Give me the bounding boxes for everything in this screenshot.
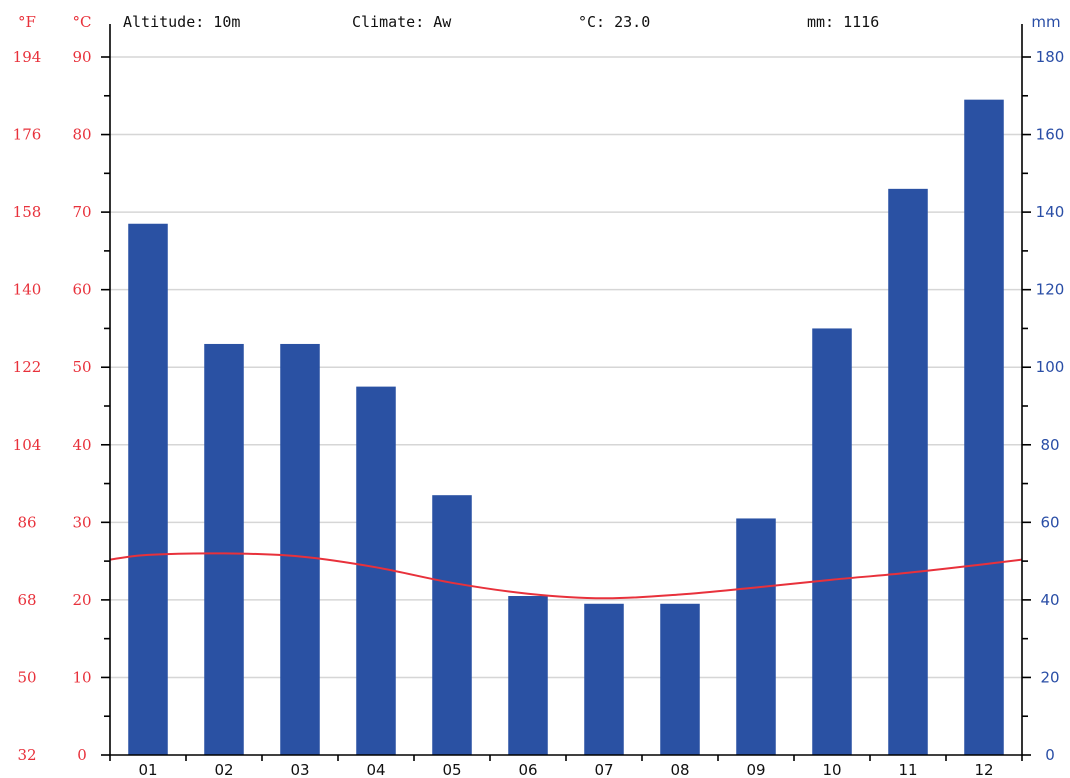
temperature-line [109,552,1023,600]
precipitation-bar [812,328,852,755]
fahrenheit-tick-label: 50 [17,668,36,686]
precipitation-bar [964,99,1004,755]
month-label: 07 [594,761,613,778]
precipitation-bar [584,603,624,755]
mean-temperature-label: °C: 23.0 [578,13,650,31]
fahrenheit-tick-label: 32 [17,746,36,764]
tick-marks [101,56,1031,761]
celsius-tick-label: 60 [72,281,91,299]
precipitation-bar [508,596,548,755]
precipitation-bar [736,518,776,755]
fahrenheit-tick-label: 194 [13,48,42,66]
precip-unit-label: mm [1031,13,1060,31]
mm-tick-label: 120 [1036,281,1065,299]
mm-tick-label: 100 [1036,358,1065,376]
celsius-tick-label: 0 [77,746,87,764]
fahrenheit-unit-label: °F [18,13,36,31]
mm-tick-label: 20 [1040,668,1059,686]
annual-precipitation-label: mm: 1116 [807,13,879,31]
precipitation-bar [660,603,700,755]
gridlines [110,56,1022,679]
fahrenheit-tick-label: 140 [13,281,42,299]
celsius-tick-label: 70 [72,203,91,221]
mm-tick-label: 180 [1036,48,1065,66]
celsius-tick-label: 90 [72,48,91,66]
climate-label: Climate: Aw [352,13,452,31]
mm-tick-label: 140 [1036,203,1065,221]
temperature-line-group [109,552,1023,600]
precipitation-bar [280,343,320,755]
mm-tick-label: 80 [1040,436,1059,454]
mm-tick-label: 160 [1036,126,1065,144]
fahrenheit-tick-label: 68 [17,591,36,609]
celsius-tick-label: 30 [72,513,91,531]
precipitation-bar [888,188,928,755]
month-label: 08 [670,761,689,778]
month-label: 01 [138,761,157,778]
month-label: 03 [290,761,309,778]
precipitation-bar [432,495,472,755]
month-label: 04 [366,761,385,778]
fahrenheit-tick-label: 104 [13,436,42,454]
fahrenheit-tick-label: 158 [13,203,42,221]
month-label: 11 [898,761,917,778]
fahrenheit-tick-label: 176 [13,126,42,144]
mm-tick-label: 40 [1040,591,1059,609]
precipitation-bars [128,99,1004,755]
month-label: 02 [214,761,233,778]
celsius-unit-label: °C [73,13,92,31]
celsius-tick-label: 80 [72,126,91,144]
fahrenheit-tick-label: 86 [17,513,36,531]
month-label: 05 [442,761,461,778]
month-label: 09 [746,761,765,778]
mm-tick-label: 0 [1045,746,1055,764]
precipitation-bar [204,343,244,755]
altitude-label: Altitude: 10m [123,13,240,31]
celsius-tick-label: 20 [72,591,91,609]
month-label: 06 [518,761,537,778]
month-label: 12 [974,761,993,778]
celsius-tick-label: 40 [72,436,91,454]
fahrenheit-tick-label: 122 [13,358,42,376]
celsius-tick-label: 10 [72,668,91,686]
precipitation-bar [128,223,168,755]
celsius-tick-label: 50 [72,358,91,376]
month-label: 10 [822,761,841,778]
mm-tick-label: 60 [1040,513,1059,531]
